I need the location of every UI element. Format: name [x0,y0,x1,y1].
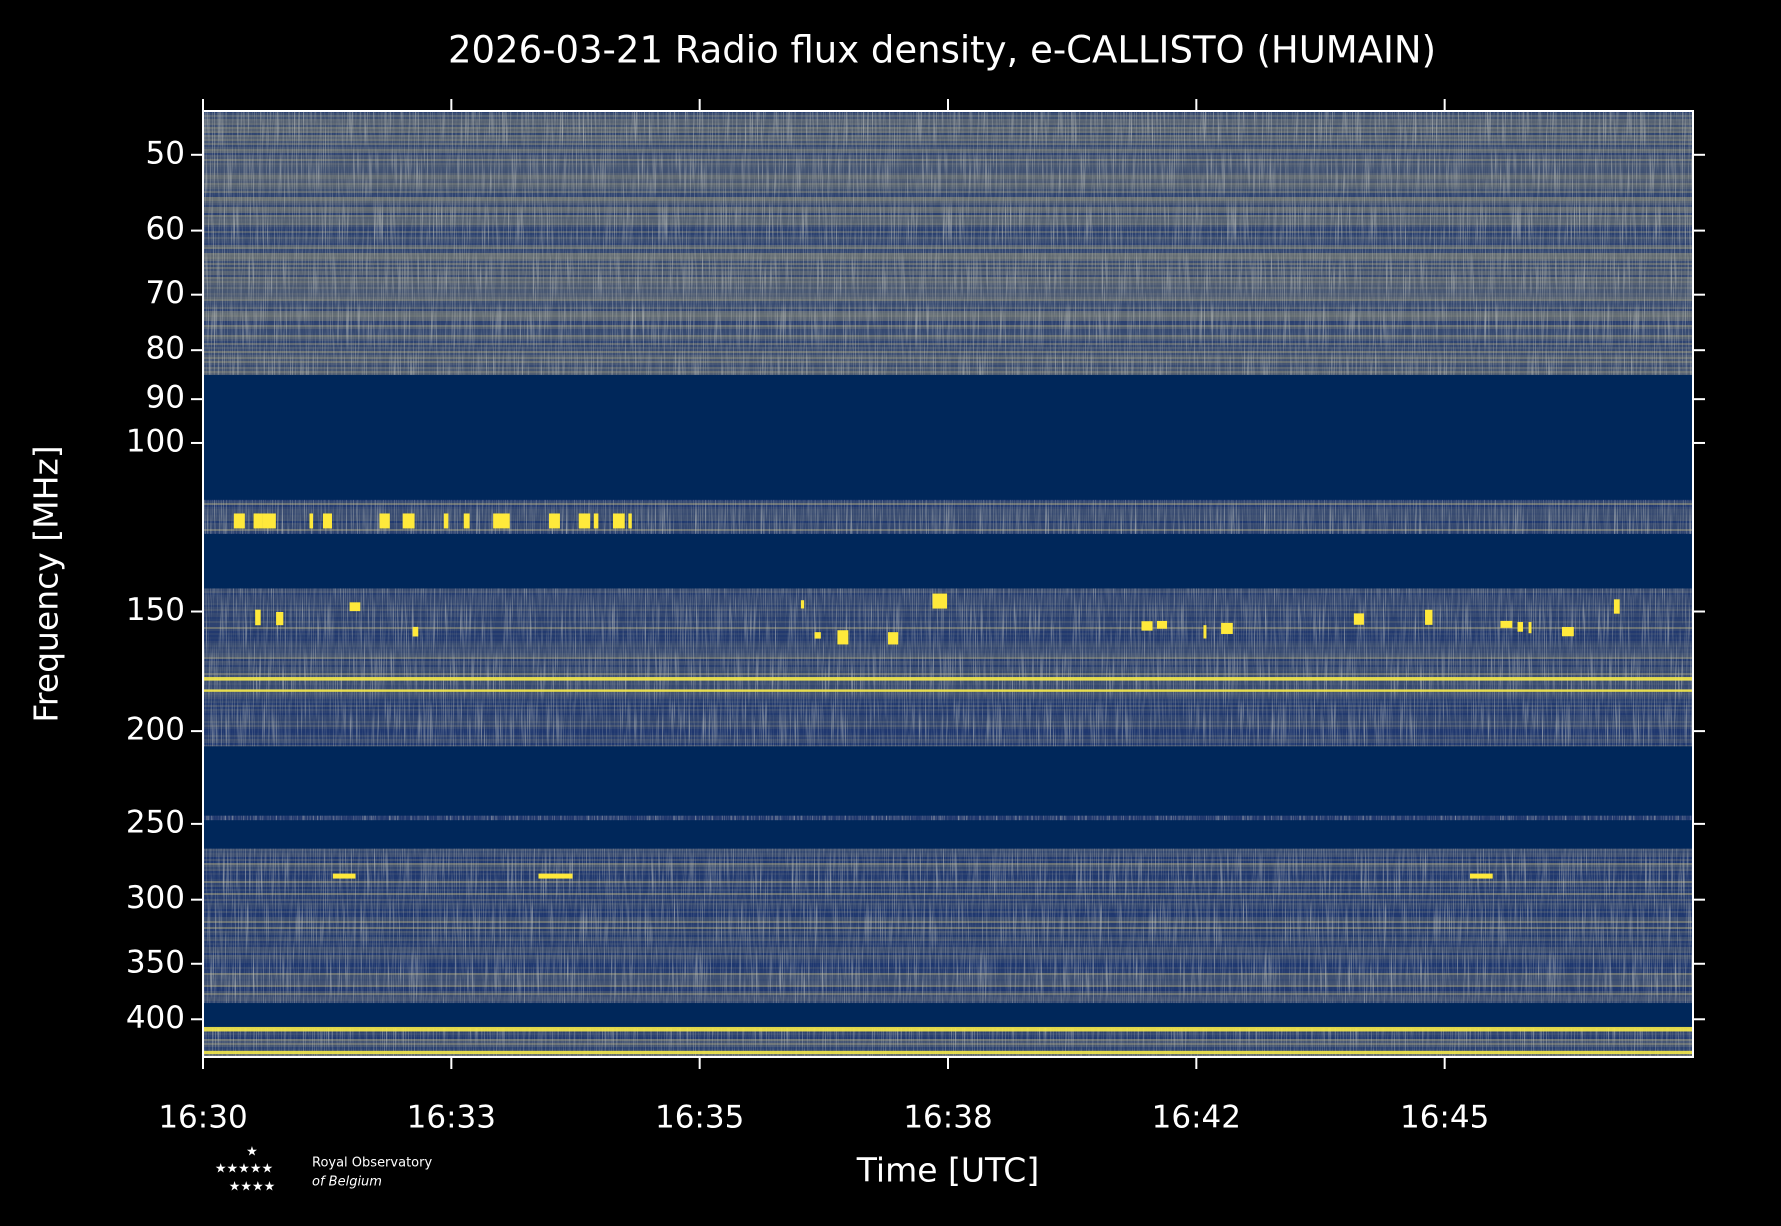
burst [1561,626,1574,637]
y-tick-label: 150 [126,592,185,628]
band-gap [203,533,1693,589]
burst [255,609,261,626]
burst [1517,621,1524,632]
bright-line [203,689,1693,692]
y-tick-label: 250 [126,804,185,840]
logo-stars: ★ [246,1145,258,1160]
x-tick-label: 16:42 [1152,1100,1241,1136]
x-tick-label: 16:33 [407,1100,496,1136]
y-tick-label: 60 [146,211,185,247]
burst [463,513,470,529]
y-tick-label: 350 [126,944,185,980]
burst [240,513,245,529]
x-axis-label: Time [UTC] [856,1151,1039,1190]
y-tick-label: 400 [126,1000,185,1036]
burst [800,600,805,609]
y-tick-label: 70 [146,275,185,311]
y-tick-label: 100 [126,423,185,459]
logo-text: of Belgium [312,1175,382,1190]
bright-line [203,1050,1693,1055]
logo-stars: ★★★★ [229,1180,276,1195]
burst [888,632,899,645]
x-tick-label: 16:45 [1400,1100,1489,1136]
burst [1500,620,1513,628]
y-axis-label: Frequency [MHz] [27,445,66,722]
bright-line [203,1026,1693,1032]
burst [628,513,632,529]
band-gap [203,820,1693,849]
burst [1469,873,1493,879]
burst [412,626,419,637]
burst [1203,625,1207,639]
burst [496,513,510,529]
y-tick-label: 300 [126,880,185,916]
burst [379,513,390,529]
burst [1425,609,1433,625]
burst [1613,599,1620,614]
burst [276,611,284,626]
y-tick-label: 90 [146,380,185,416]
burst [322,513,332,529]
logo-text: Royal Observatory [312,1156,432,1171]
burst [1528,622,1532,634]
band-gap [203,1003,1693,1029]
chart-title: 2026-03-21 Radio flux density, e-CALLIST… [448,29,1436,72]
y-tick-label: 80 [146,331,185,367]
y-tick-label: 50 [146,135,185,171]
burst [1156,620,1168,629]
y-tick-label: 200 [126,712,185,748]
x-tick-label: 16:38 [903,1100,992,1136]
burst [814,632,821,639]
logo: ★ ★★★★★ ★★★★ Royal Observatory of Belgiu… [215,1145,433,1195]
bright-line [203,677,1693,681]
burst [549,513,560,529]
burst [402,513,415,529]
burst [233,513,245,529]
burst [1353,613,1364,625]
x-tick-label: 16:30 [158,1100,247,1136]
band-gap [203,374,1693,500]
burst [579,513,591,529]
burst [593,513,599,529]
spectrogram [203,111,1693,1057]
burst [443,513,449,529]
burst [932,593,948,609]
burst [262,513,276,529]
burst [1221,622,1233,634]
band-gap [203,746,1693,816]
burst [538,873,573,879]
burst [493,513,500,529]
burst [612,513,625,529]
burst [837,630,849,645]
burst [1141,621,1153,631]
logo-stars: ★★★★★ [215,1162,273,1177]
burst [253,513,263,529]
burst [309,513,314,529]
x-tick-label: 16:35 [655,1100,744,1136]
burst [349,602,361,612]
burst [332,873,356,879]
